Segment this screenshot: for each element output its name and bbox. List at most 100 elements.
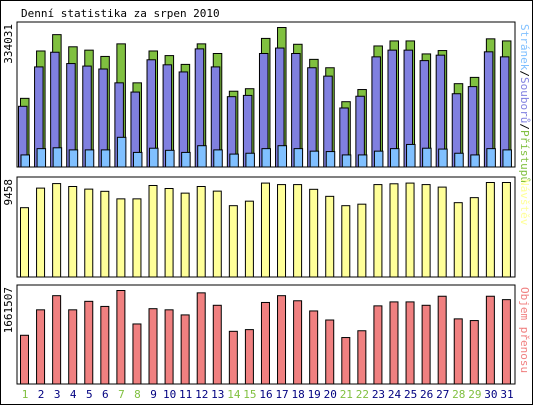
visits-bar [421, 184, 431, 278]
kbytes-bar [421, 304, 431, 385]
kbytes-bar [132, 323, 142, 385]
requests-side-label-part: / [518, 123, 531, 130]
requests-side-label: Stránek/Souborů/Přístupů [518, 24, 531, 183]
kbytes-bar [293, 300, 303, 385]
pages-bar [261, 148, 271, 168]
pages-bar [84, 149, 95, 168]
x-tick-label: 8 [134, 388, 141, 401]
x-axis-day-labels: 1 2 3 4 5 6 7 8 9 10 11 12 13 14 15 16 17 18 19 20 21 22 23 24 2… [22, 388, 514, 401]
kbytes-bar [357, 330, 367, 385]
x-tick-label: 15 [243, 388, 256, 401]
visits-bar [405, 182, 415, 278]
requests-side-label-part: / [518, 70, 531, 77]
visits-bar [180, 192, 190, 278]
visits-bar [148, 184, 158, 278]
pages-bar [486, 148, 496, 168]
x-tick-label: 9 [150, 388, 157, 401]
kbytes-bar [485, 295, 495, 385]
pages-bar [132, 151, 143, 168]
pages-bar [36, 148, 47, 168]
x-tick-label: 12 [195, 388, 208, 401]
kbytes-panel: 1661507 Objem přenosu [2, 284, 531, 385]
visits-bar [277, 184, 287, 278]
x-tick-label: 18 [292, 388, 305, 401]
pages-bar [293, 148, 304, 168]
visits-bar [437, 186, 447, 278]
x-tick-label: 20 [324, 388, 337, 401]
pages-bar [438, 148, 448, 168]
pages-bar [149, 147, 159, 168]
visits-bar [116, 198, 126, 278]
visits-side-label: Návštěv [518, 179, 531, 226]
visits-bar [196, 185, 206, 278]
visits-bar [212, 190, 222, 278]
visits-bar [341, 205, 351, 278]
files-bar [371, 56, 381, 168]
visits-bar [453, 202, 463, 278]
visits-side-label-part: Návštěv [518, 179, 531, 226]
pages-bar [341, 154, 352, 168]
x-tick-label: 31 [500, 388, 513, 401]
kbytes-bar [501, 299, 511, 385]
pages-bar [389, 148, 400, 168]
x-tick-label: 24 [388, 388, 402, 401]
kbytes-bar [212, 304, 222, 385]
pages-bar [325, 151, 336, 168]
kbytes-bar [164, 309, 174, 385]
pages-bar [373, 150, 384, 168]
visits-bar [309, 188, 319, 278]
visits-bar [389, 183, 399, 278]
x-tick-label: 17 [275, 388, 288, 401]
visits-bar [357, 203, 367, 278]
x-tick-label: 26 [420, 388, 433, 401]
x-tick-label: 1 [22, 388, 29, 401]
pages-bar [454, 152, 464, 168]
x-tick-label: 10 [163, 388, 176, 401]
x-tick-label: 23 [372, 388, 385, 401]
x-tick-label: 13 [211, 388, 224, 401]
x-tick-label: 21 [340, 388, 353, 401]
requests-side-label-part: Souborů [518, 77, 531, 123]
pages-bar [422, 147, 432, 168]
visits-bar [485, 182, 495, 278]
pages-bar [502, 149, 512, 168]
x-tick-label: 5 [86, 388, 93, 401]
visits-bar [228, 205, 238, 278]
x-tick-label: 2 [38, 388, 45, 401]
pages-bar [470, 154, 480, 168]
visits-bar [36, 187, 46, 278]
x-tick-label: 4 [70, 388, 77, 401]
pages-bar [197, 145, 207, 168]
pages-bar [406, 143, 416, 168]
visits-bar [244, 200, 254, 278]
x-tick-label: 28 [452, 388, 465, 401]
visits-bar [68, 185, 78, 278]
pages-bar [181, 151, 191, 168]
kbytes-bar [453, 318, 463, 385]
pages-bar [100, 149, 111, 168]
visits-bar [469, 197, 479, 278]
visits-bar [373, 184, 383, 278]
pages-bar [277, 145, 288, 168]
x-tick-label: 16 [259, 388, 272, 401]
kbytes-max-label: 1661507 [2, 287, 15, 333]
pages-bar [309, 150, 320, 168]
x-tick-label: 19 [308, 388, 321, 401]
kbytes-bar [100, 305, 110, 385]
x-tick-label: 11 [179, 388, 192, 401]
visits-bar [20, 207, 29, 278]
kbytes-bar [84, 300, 94, 385]
visits-bar [132, 198, 142, 278]
pages-bar [229, 153, 239, 168]
pages-bar [165, 149, 175, 168]
kbytes-bar [341, 337, 351, 385]
x-tick-label: 14 [227, 388, 241, 401]
kbytes-bar [52, 295, 62, 385]
x-tick-label: 25 [404, 388, 417, 401]
visits-bar [501, 182, 511, 278]
kbytes-bar [20, 334, 29, 385]
visits-bar [52, 183, 62, 278]
x-tick-label: 7 [118, 388, 125, 401]
pages-bar [213, 149, 223, 168]
